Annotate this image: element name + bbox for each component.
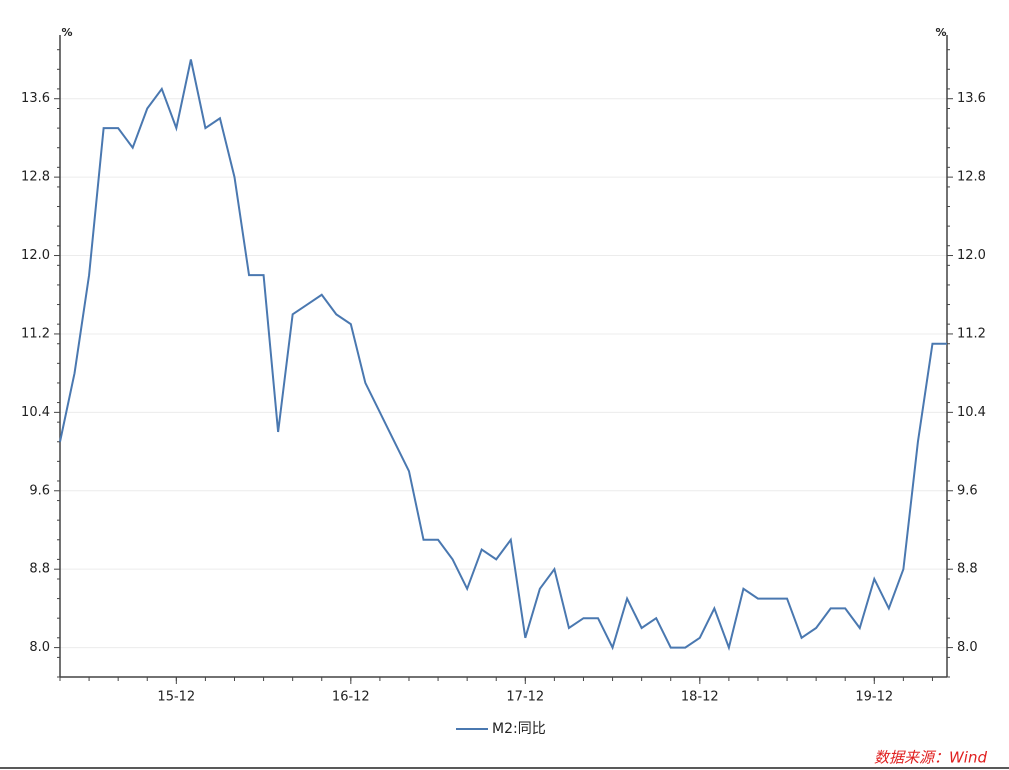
y2-tick-label: 8.0 xyxy=(957,640,978,655)
y2-tick-label: 10.4 xyxy=(957,405,986,420)
y2-tick-label: 8.8 xyxy=(957,562,978,577)
x-tick-label: 15-12 xyxy=(157,690,195,705)
x-tick-label: 19-12 xyxy=(855,690,893,705)
y-tick-label: 12.8 xyxy=(21,170,50,185)
y-tick-label: 10.4 xyxy=(21,405,50,420)
x-tick-label: 18-12 xyxy=(681,690,719,705)
y2-unit: % xyxy=(935,26,946,39)
y-unit: % xyxy=(61,26,72,39)
y-tick-label: 9.6 xyxy=(29,483,50,498)
y-tick-label: 11.2 xyxy=(21,326,50,341)
y-tick-label: 13.6 xyxy=(21,91,50,106)
y2-tick-label: 11.2 xyxy=(957,326,986,341)
y2-tick-label: 12.0 xyxy=(957,248,986,263)
y2-tick-label: 9.6 xyxy=(957,483,978,498)
source-note: 数据来源：Wind xyxy=(874,749,988,767)
series-line xyxy=(59,59,947,651)
y-tick-label: 8.8 xyxy=(29,562,50,577)
x-tick-label: 16-12 xyxy=(332,690,370,705)
x-tick-label: 17-12 xyxy=(506,690,544,705)
y-tick-label: 12.0 xyxy=(21,248,50,263)
y2-tick-label: 13.6 xyxy=(957,91,986,106)
y-tick-label: 8.0 xyxy=(29,640,50,655)
legend-label: M2:同比 xyxy=(492,721,546,737)
y2-tick-label: 12.8 xyxy=(957,170,986,185)
